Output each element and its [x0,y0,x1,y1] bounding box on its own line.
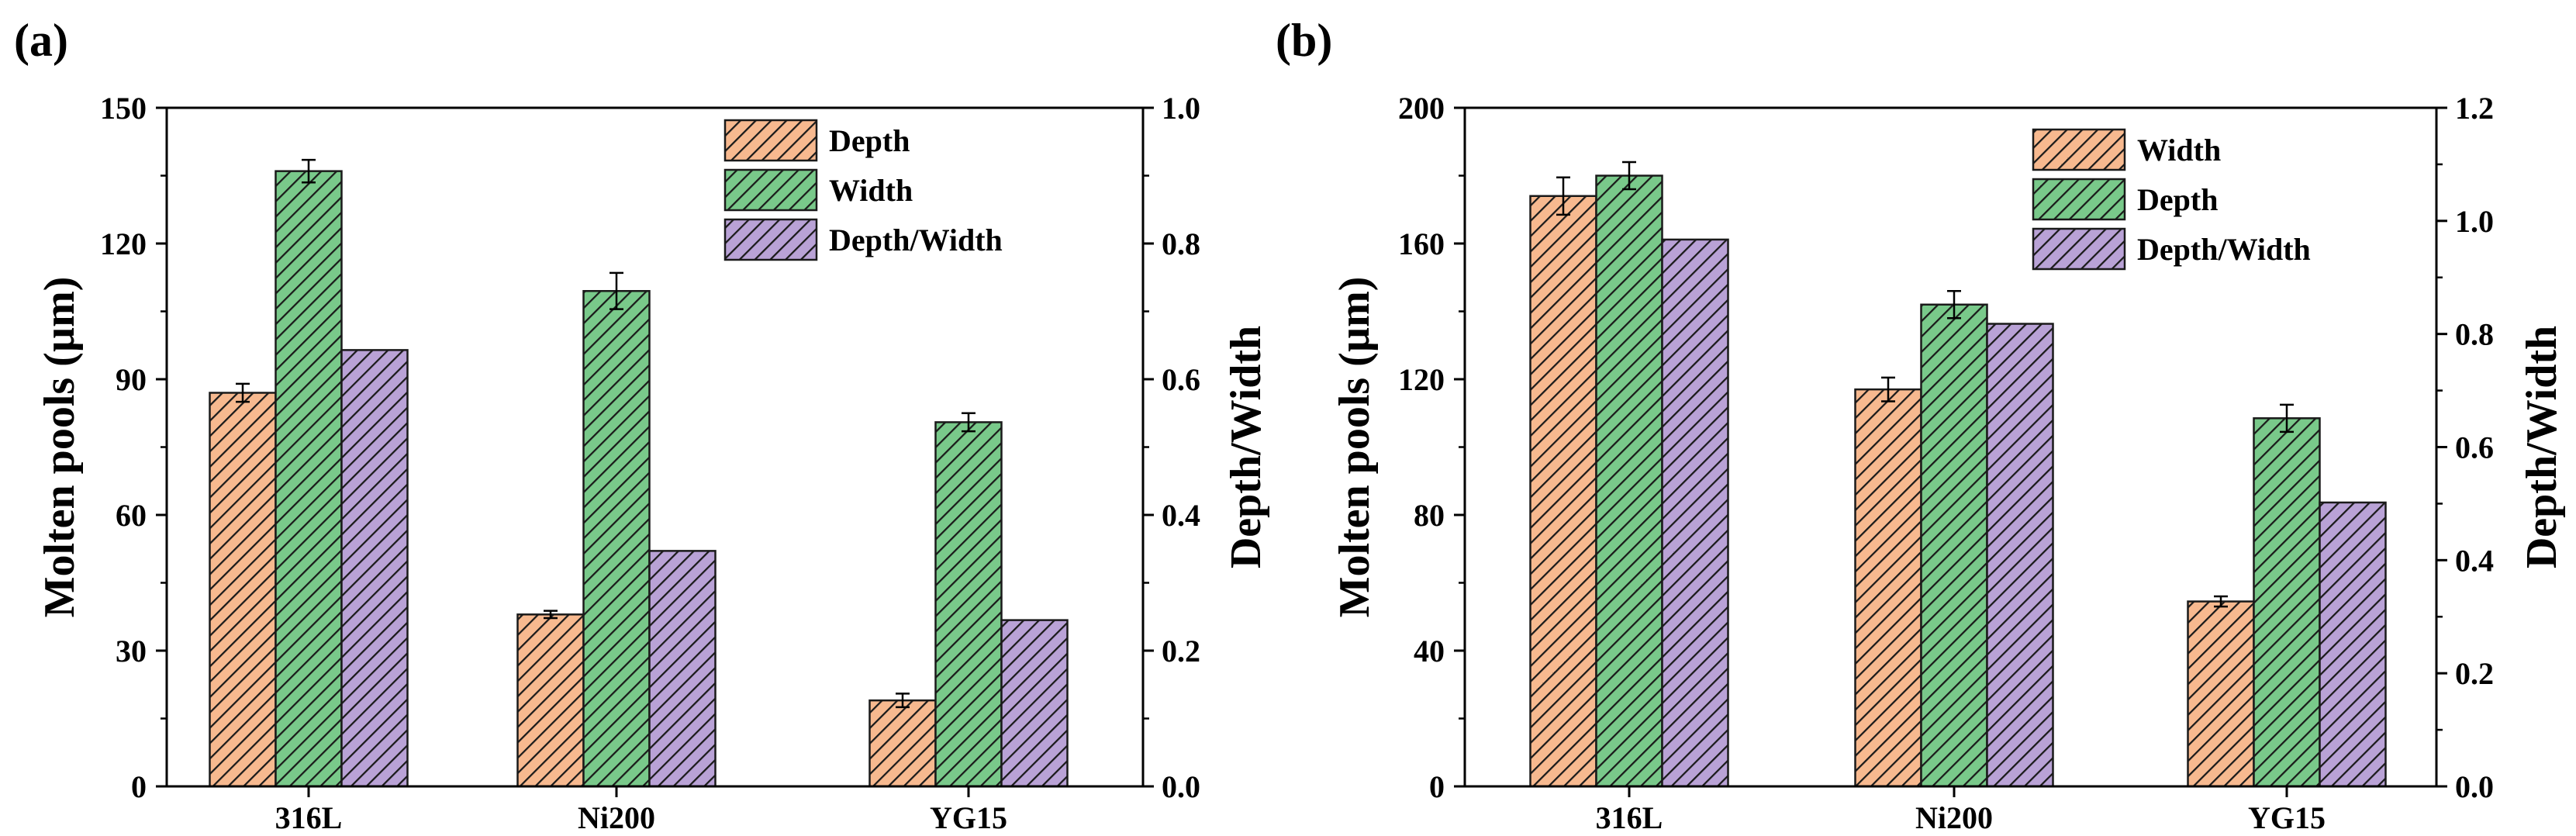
legend-swatch [723,168,818,212]
bar-depth-width-yg15 [1000,619,1069,788]
y2-tick-label: 1.0 [2455,204,2494,239]
bar-width-yg15 [2187,600,2255,788]
y2-tick-label: 0.0 [1162,769,1200,804]
bar-depth-yg15 [2253,417,2321,788]
y-tick-label: 60 [116,498,147,533]
y-axis-title: Molten pools (µm) [36,277,84,618]
y-tick-label: 200 [1398,91,1445,126]
y-tick-label: 120 [1398,362,1445,397]
y-tick-label: 40 [1414,634,1445,668]
legend-label: Depth [2137,182,2218,217]
y2-tick-label: 0.8 [1162,226,1200,261]
bar-width-316l [1529,195,1597,788]
y2-tick-label: 0.0 [2455,769,2494,804]
y-tick-label: 120 [100,226,147,261]
bar-depth-316l [1595,174,1663,788]
legend-swatch [723,218,818,261]
legend-label: Width [829,173,913,208]
y-tick-label: 0 [131,769,147,804]
legend-label: Depth [829,123,910,158]
bar-depth-width-316l [340,349,409,788]
y-tick-label: 0 [1429,769,1445,804]
legend-label: Width [2137,133,2221,168]
legend: Width Depth Depth/Width [2032,128,2311,271]
y-axis-title: Molten pools (µm) [1331,277,1379,618]
bar-depth-width-ni200 [1986,323,2054,788]
legend-swatch [2032,128,2126,171]
y2-tick-label: 1.2 [2455,91,2494,126]
y2-tick-label: 0.2 [1162,634,1200,668]
legend-swatch [723,119,818,162]
bar-depth-width-316l [1661,238,1729,788]
bar-depth-width-yg15 [2319,501,2387,788]
x-tick-label: YG15 [930,800,1007,835]
bar-depth-width-ni200 [648,550,717,788]
x-tick-label: 316L [275,800,343,835]
x-tick-label: YG15 [2248,800,2326,835]
panel-label: (b) [1276,15,1332,66]
bar-width-ni200 [582,290,651,788]
x-tick-label: Ni200 [578,800,655,835]
y-tick-label: 90 [116,362,147,397]
bar-depth-316l [209,392,277,788]
x-tick-label: Ni200 [1915,800,1993,835]
legend-swatch [2032,178,2126,221]
y-tick-label: 150 [100,91,147,126]
y2-tick-label: 0.6 [1162,362,1200,397]
bar-width-ni200 [1854,388,1922,788]
y2-axis-title: Depth/Width [2518,326,2566,568]
y2-axis-title: Depth/Width [1222,326,1270,568]
y2-tick-label: 0.8 [2455,317,2494,352]
y2-tick-label: 0.4 [2455,543,2494,578]
legend-swatch [2032,227,2126,271]
y2-tick-label: 0.2 [2455,656,2494,691]
panel-label: (a) [14,15,68,66]
legend-label: Depth/Width [829,223,1003,257]
bar-depth-ni200 [1920,303,1988,788]
y-tick-label: 30 [116,634,147,668]
y2-tick-label: 0.4 [1162,498,1200,533]
chart-panel-b: (b) 0 40 80 120 160 200 0.0 0.2 0.4 0.6 0.8 1.0 1.2 31… [1276,15,2566,835]
x-tick-label: 316L [1596,800,1663,835]
legend: Depth Width Depth/Width [723,119,1003,261]
y-tick-label: 160 [1398,226,1445,261]
y2-tick-label: 1.0 [1162,91,1200,126]
legend-label: Depth/Width [2137,232,2311,267]
bar-width-yg15 [934,421,1003,788]
chart-panel-a: (a) 0 30 60 90 120 150 0.0 0.2 0.4 0.6 0.8 1.0 316L Ni… [14,15,1270,835]
bar-depth-ni200 [516,613,585,788]
bar-width-316l [275,170,343,788]
bar-depth-yg15 [868,699,937,788]
y-tick-label: 80 [1414,498,1445,533]
y2-tick-label: 0.6 [2455,430,2494,465]
